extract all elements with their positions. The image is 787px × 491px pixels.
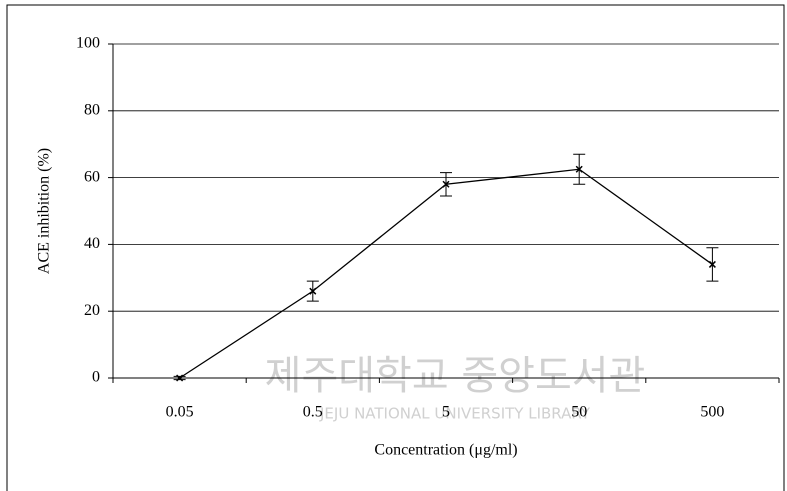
y-tick-label: 60: [84, 168, 100, 185]
marker: [575, 165, 583, 173]
y-tick-label: 80: [84, 101, 100, 118]
watermark: 제주대학교 중앙도서관: [265, 353, 646, 399]
data-line: [179, 168, 713, 379]
x-tick-label: 0.05: [166, 404, 194, 421]
marker: [708, 260, 716, 268]
frame: [6, 4, 785, 491]
marker: [176, 374, 184, 382]
y-tick-label: 40: [84, 235, 100, 252]
watermark: JEJU NATIONAL UNIVERSITY LIBRARY: [319, 405, 591, 423]
y-tick-label: 20: [84, 302, 100, 319]
marker: [442, 180, 450, 188]
x-tick-label: 0.5: [303, 404, 323, 421]
marker: [309, 287, 317, 295]
x-tick-label: 5: [442, 404, 450, 421]
y-tick-label: 0: [92, 369, 100, 386]
x-axis-label: Concentration (μg/ml): [374, 442, 517, 459]
x-tick-label: 500: [700, 404, 724, 421]
x-tick-label: 50: [571, 404, 587, 421]
y-axis-label: ACE inhibition (%): [36, 148, 53, 274]
y-tick-label: 100: [76, 35, 100, 52]
